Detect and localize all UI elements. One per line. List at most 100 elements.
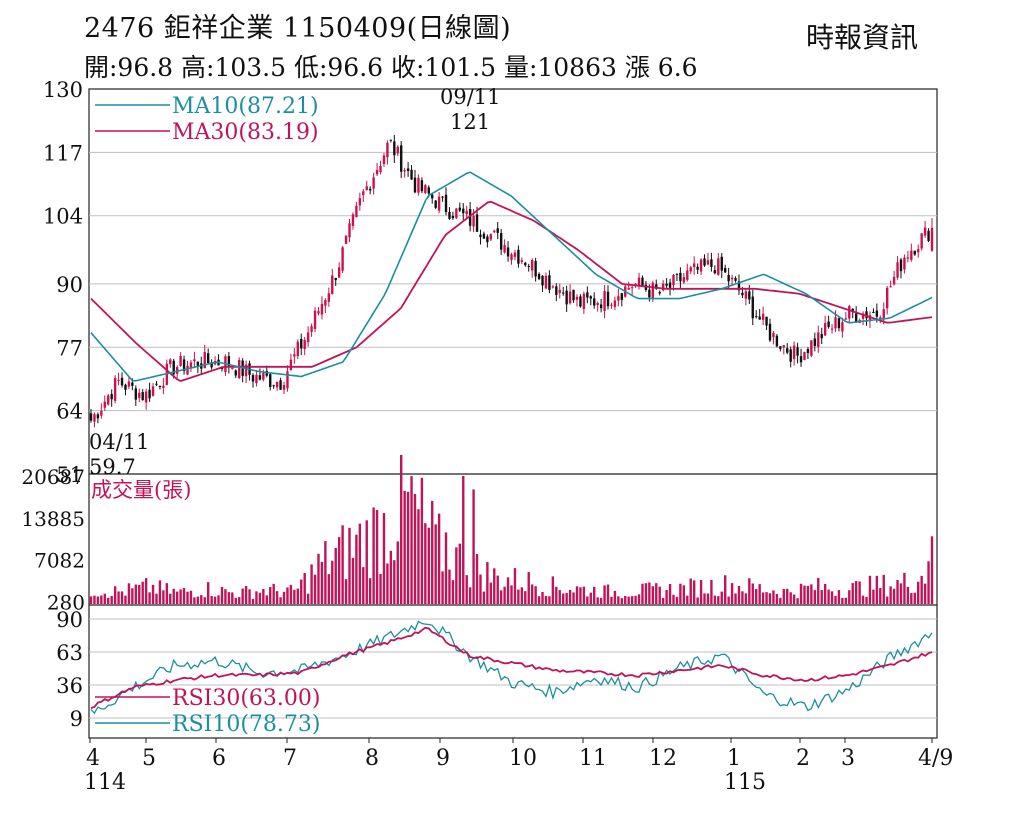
candle-body: [406, 168, 410, 172]
year-label: 114: [84, 770, 126, 795]
volume-bar: [213, 596, 217, 604]
candle-body: [275, 381, 279, 388]
candle-body: [238, 359, 241, 379]
high-date-label: 09/11: [440, 85, 501, 109]
volume-bar: [493, 568, 496, 604]
candle-body: [272, 385, 275, 387]
candle-body: [555, 286, 558, 295]
volume-bar: [317, 553, 320, 604]
volume-bar: [193, 597, 196, 604]
volume-bar: [293, 589, 296, 604]
candle-body: [551, 286, 555, 288]
volume-bar: [803, 585, 806, 604]
candle-body: [362, 191, 365, 196]
volume-bar: [823, 583, 827, 604]
volume-bar: [107, 597, 110, 604]
volume-bar: [844, 597, 848, 604]
candle-body: [723, 268, 727, 273]
candle-body: [169, 359, 172, 365]
volume-bar: [337, 537, 341, 604]
rsi-tick-label: 9: [70, 707, 83, 731]
candle-body: [100, 410, 103, 416]
rsi-legend-label: RSI10(78.73): [172, 712, 320, 737]
volume-bar: [744, 593, 748, 604]
volume-bar: [930, 536, 934, 604]
volume-bar: [451, 580, 455, 604]
candle-body: [524, 262, 527, 266]
volume-bar: [596, 597, 599, 604]
candle-body: [317, 311, 320, 314]
candle-body: [468, 209, 472, 226]
volume-bar: [499, 590, 503, 604]
candle-body: [413, 177, 417, 193]
candle-body: [727, 275, 730, 282]
volume-bar: [848, 590, 851, 604]
volume-bar: [675, 596, 679, 604]
candle-body: [575, 296, 579, 300]
volume-bar: [406, 491, 410, 604]
candle-body: [382, 155, 386, 164]
volume-bar: [524, 591, 527, 604]
volume-bar: [368, 578, 372, 604]
volume-bar: [686, 595, 689, 604]
candle-body: [648, 289, 651, 298]
candle-body: [717, 258, 720, 275]
candle-body: [699, 259, 703, 272]
volume-bar: [344, 579, 348, 604]
candle-body: [913, 250, 916, 255]
candle-body: [451, 216, 455, 219]
volume-bar: [155, 593, 158, 604]
volume-bar: [375, 510, 379, 604]
candle-body: [351, 214, 355, 226]
volume-bar: [158, 580, 162, 604]
price-tick-label: 90: [56, 273, 83, 297]
candle-body: [368, 188, 372, 191]
volume-bar: [575, 586, 579, 604]
candle-body: [517, 249, 520, 264]
volume-bar: [517, 589, 520, 604]
candle-body: [854, 313, 858, 322]
volume-bar: [206, 582, 210, 604]
volume-bar: [182, 587, 186, 604]
volume-bar: [903, 572, 906, 604]
candle-body: [548, 275, 551, 290]
volume-bar: [548, 596, 551, 604]
volume-bar: [348, 527, 351, 604]
x-tick-label: 6: [212, 746, 226, 771]
candle-body: [689, 267, 692, 272]
candle-body: [803, 352, 806, 360]
candle-body: [686, 270, 689, 280]
candle-body: [179, 355, 182, 366]
volume-bar: [313, 574, 317, 604]
volume-bar: [717, 596, 720, 604]
rsi-tick-label: 90: [56, 608, 83, 632]
candle-body: [344, 235, 348, 244]
candle-body: [144, 391, 148, 403]
volume-bar: [138, 584, 141, 604]
volume-bar: [427, 527, 430, 604]
volume-bar: [458, 543, 461, 604]
low-value-label: 59.7: [89, 455, 136, 479]
volume-bar: [761, 592, 765, 604]
volume-bar: [437, 513, 441, 604]
candle-body: [751, 296, 754, 319]
volume-bar: [196, 596, 200, 604]
candle-body: [772, 332, 775, 338]
candle-body: [703, 258, 706, 266]
volume-bar: [723, 575, 727, 604]
candle-body: [417, 177, 420, 193]
volume-bar: [593, 586, 596, 604]
volume-bar: [189, 590, 193, 604]
volume-bar: [906, 586, 910, 604]
x-tick-label: 11: [579, 746, 607, 771]
candle-body: [234, 370, 237, 376]
volume-bar: [93, 595, 96, 604]
volume-bar: [238, 597, 241, 604]
volume-bar: [355, 534, 358, 604]
candle-body: [865, 311, 868, 319]
volume-bar: [403, 490, 406, 604]
volume-bar: [551, 576, 555, 604]
candle-body: [720, 256, 723, 271]
candle-body: [244, 364, 248, 377]
candle-body: [358, 198, 362, 206]
